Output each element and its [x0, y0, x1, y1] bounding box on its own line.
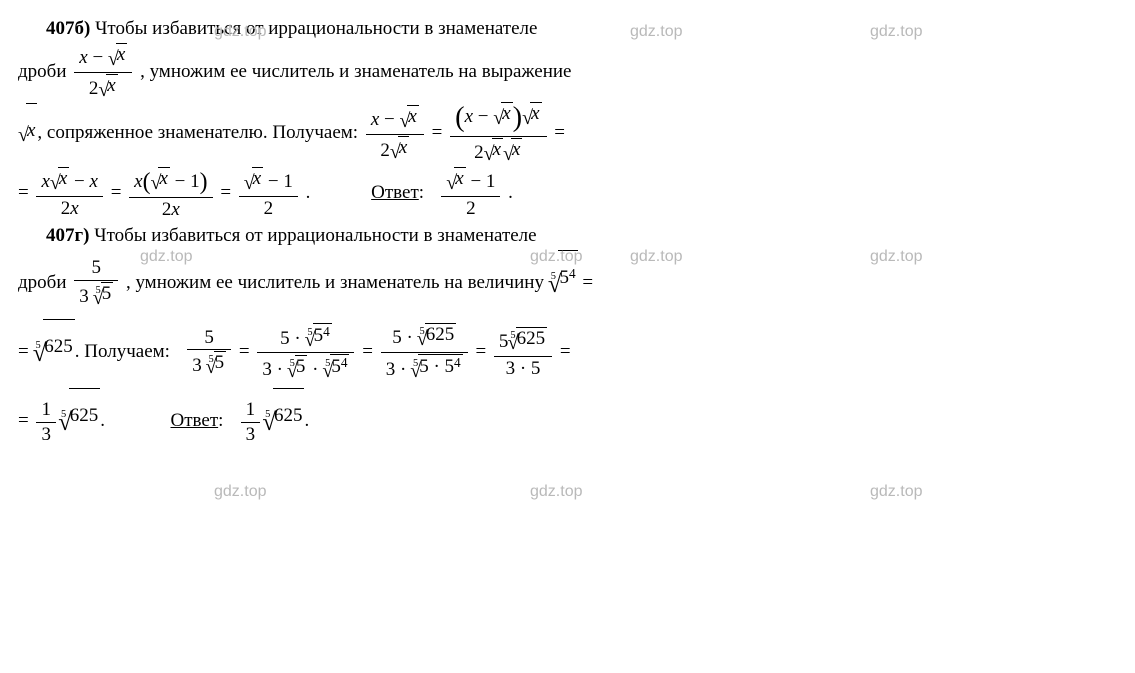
text: , сопряженное знаменателю. Получаем:	[37, 123, 362, 144]
answer-label-407g: Ответ	[171, 410, 219, 431]
frac-407b-s3: x√x − x 2x	[36, 167, 102, 220]
p407g-intro1: Чтобы избавиться от иррациональности в з…	[94, 225, 536, 246]
watermark: gdz.top	[530, 480, 582, 505]
label-407b: 407б)	[46, 18, 90, 39]
p407b-line1: 407б) Чтобы избавиться от иррациональнос…	[18, 14, 1117, 43]
text: дроби	[18, 61, 71, 82]
frac-407g-1: 5 3 5√5	[74, 257, 118, 310]
frac-407g-s1: 5 3 5√5	[187, 327, 231, 380]
frac-407b-1: x − √x 2√x	[74, 43, 132, 102]
text: , умножим ее числитель и знаменатель на …	[126, 272, 549, 293]
frac-407g-ans: 13	[241, 399, 261, 446]
label-407g: 407г)	[46, 225, 89, 246]
text: , умножим ее числитель и знаменатель на …	[140, 61, 571, 82]
answer-label-407b: Ответ	[371, 182, 419, 203]
frac-407g-s4: 55√625 3 · 5	[494, 327, 552, 380]
p407b-intro1: Чтобы избавиться от иррациональности в з…	[95, 18, 537, 39]
p407b-line4: = x√x − x 2x = x(√x − 1) 2x = √x − 1 2 .…	[18, 166, 1117, 221]
p407g-line2: дроби 5 3 5√5 , умножим ее числитель и з…	[18, 250, 1117, 319]
p407g-line3: = 5√625. Получаем: 5 3 5√5 = 5 · 5√54 3 …	[18, 319, 1117, 388]
frac-407b-s4: x(√x − 1) 2x	[129, 167, 212, 221]
p407b-line2: дроби x − √x 2√x , умножим ее числитель …	[18, 43, 1117, 102]
frac-407b-s1: x − √x 2√x	[366, 105, 424, 164]
text: дроби	[18, 272, 71, 293]
p407b-line3: √x, сопряженное знаменателю. Получаем: x…	[18, 102, 1117, 166]
frac-407b-s5: √x − 1 2	[239, 167, 298, 220]
p407g-line4: = 13 5√625. Ответ: 13 5√625.	[18, 388, 1117, 457]
frac-407b-ans: √x − 1 2	[441, 167, 500, 220]
p407g-line1: 407г) Чтобы избавиться от иррациональнос…	[18, 221, 1117, 250]
watermark: gdz.top	[214, 480, 266, 505]
frac-407b-s2: (x − √x)√x 2√x√x	[450, 102, 546, 166]
frac-407g-s2: 5 · 5√54 3 · 5√5 · 5√54	[257, 323, 354, 384]
frac-407g-s3: 5 · 5√625 3 · 5√5 · 54	[381, 323, 468, 383]
frac-407g-final: 13	[36, 399, 56, 446]
watermark: gdz.top	[870, 480, 922, 505]
